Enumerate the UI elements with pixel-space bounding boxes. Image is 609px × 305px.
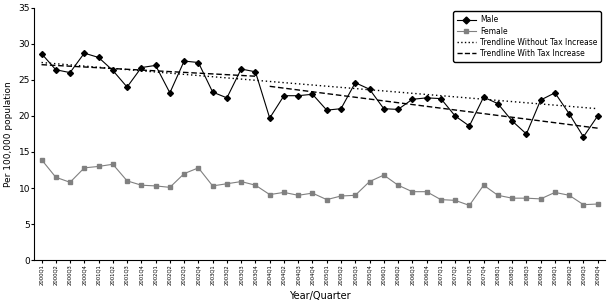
Legend: Male, Female, Trendline Without Tax Increase, Trendline With Tax Increase: Male, Female, Trendline Without Tax Incr… [453,12,601,62]
X-axis label: Year/Quarter: Year/Quarter [289,291,350,301]
Y-axis label: Per 100,000 population: Per 100,000 population [4,81,13,187]
